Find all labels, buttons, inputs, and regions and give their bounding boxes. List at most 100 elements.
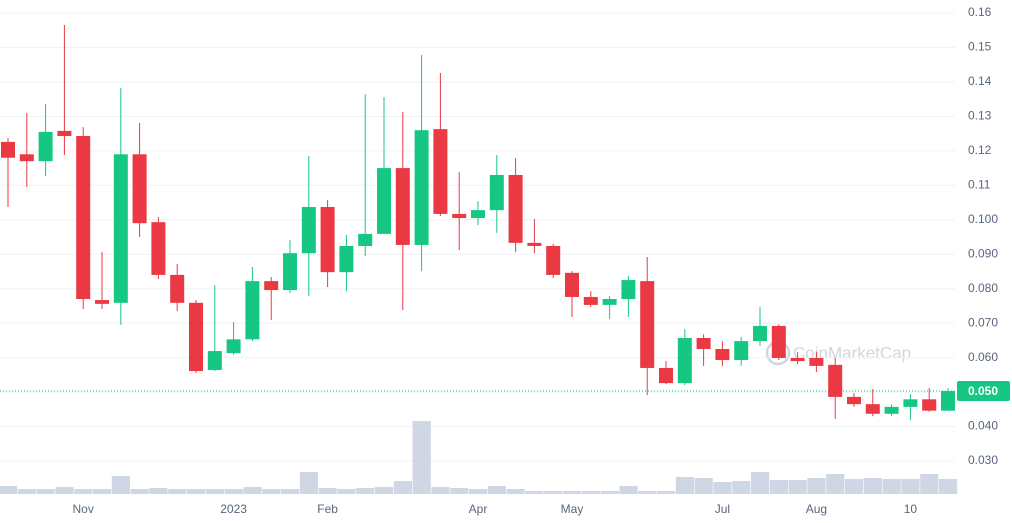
volume-bar <box>544 491 563 494</box>
last-price-box <box>957 381 1010 402</box>
volume-bar <box>17 489 36 494</box>
candle-body <box>245 281 260 340</box>
candle-body <box>189 302 203 372</box>
volume-bar <box>299 472 318 494</box>
volume-bar <box>675 477 694 494</box>
volume-bar <box>939 479 958 494</box>
volume-bar <box>863 478 882 494</box>
volume-bar <box>412 421 431 494</box>
candle-body <box>339 245 354 273</box>
x-tick-label: Nov <box>73 502 94 516</box>
volume-bar <box>36 489 55 494</box>
candle-body <box>753 325 767 342</box>
candle-body <box>1 141 15 158</box>
volume-bar <box>149 488 168 494</box>
y-tick-label: 0.080 <box>968 281 998 295</box>
candle-body <box>922 399 937 411</box>
volume-bar <box>130 489 149 494</box>
volume-bar <box>262 489 281 494</box>
x-tick-label: Aug <box>806 502 827 516</box>
volume-bar <box>713 482 732 494</box>
volume-bar <box>751 472 770 494</box>
y-tick-label: 0.040 <box>968 419 998 433</box>
candle-body <box>95 300 109 304</box>
candle-body <box>433 129 448 214</box>
candle-body <box>640 281 655 368</box>
candle-body <box>320 207 335 273</box>
candle-body <box>865 404 880 414</box>
candle-body <box>414 130 429 245</box>
volume-bar <box>93 489 112 494</box>
candle-body <box>527 242 542 246</box>
candle-body <box>151 222 166 275</box>
x-tick-label: Apr <box>469 502 488 516</box>
volume-bar <box>0 486 18 494</box>
x-tick-label: Jul <box>715 502 730 516</box>
candle-body <box>734 341 749 361</box>
candle-body <box>602 299 617 305</box>
volume-bar <box>337 489 356 494</box>
candle-body <box>452 213 467 219</box>
candle-body <box>377 168 391 234</box>
volume-bar <box>882 479 901 494</box>
volume-bar <box>356 488 375 494</box>
candle-body <box>283 253 297 291</box>
y-tick-label: 0.16 <box>968 5 992 19</box>
candle-body <box>715 349 730 361</box>
volume-bar <box>187 489 206 494</box>
volume-bar <box>920 474 939 494</box>
volume-bar <box>74 489 93 494</box>
volume-bar <box>318 488 337 494</box>
plot: 0.16 0.15 0.14 0.13 0.12 0.11 0.100 0.090 0.080 0… <box>0 5 1010 516</box>
volume-bar <box>450 488 469 494</box>
candle-body <box>76 136 91 300</box>
volume-bar <box>638 491 657 494</box>
volume-bar <box>55 487 74 494</box>
volume-bar <box>525 491 544 494</box>
volume-bar <box>694 478 713 494</box>
candle-body <box>677 337 692 384</box>
candle-body <box>809 357 824 366</box>
candle-body <box>903 399 918 407</box>
volume-bar <box>619 486 638 494</box>
candle-body <box>508 174 523 243</box>
candle-body <box>38 131 53 162</box>
volume-bar <box>243 487 262 494</box>
y-tick-label: 0.030 <box>968 453 998 467</box>
candle-body <box>546 245 561 275</box>
volume-bar <box>845 479 864 494</box>
y-tick-label: 0.11 <box>968 177 991 191</box>
volume-bar <box>732 481 751 494</box>
volume-bar <box>224 489 243 494</box>
y-tick-label: 0.070 <box>968 315 998 329</box>
candle-body <box>659 367 673 384</box>
y-tick-label: 0.14 <box>968 74 992 88</box>
watermark: CoinMarketCap <box>765 340 911 366</box>
candle-body <box>170 274 185 303</box>
y-tick-label: 0.100 <box>968 212 998 226</box>
y-tick-label: 0.090 <box>968 246 998 260</box>
candle-body <box>358 233 373 246</box>
candle-body <box>395 168 410 245</box>
volume-bar <box>375 487 394 494</box>
candle-body <box>132 154 147 224</box>
y-tick-label: 0.060 <box>968 350 998 364</box>
last-price-label: 0.050 <box>968 384 998 398</box>
candle-body <box>696 337 711 349</box>
candle-body <box>941 391 955 411</box>
volume-bar <box>281 489 300 494</box>
candle-body <box>621 280 636 300</box>
volume-bar <box>563 491 582 494</box>
volume-bar <box>788 480 807 494</box>
candle-body <box>583 296 598 305</box>
volume-bar <box>600 491 619 494</box>
candle-body <box>790 357 805 362</box>
x-tick-label: 2023 <box>220 502 247 516</box>
candle-body <box>884 406 899 414</box>
y-tick-label: 0.12 <box>968 143 992 157</box>
x-tick-label: Feb <box>317 502 338 516</box>
x-tick-label: 10 <box>904 502 918 516</box>
volume-bar <box>469 489 488 494</box>
